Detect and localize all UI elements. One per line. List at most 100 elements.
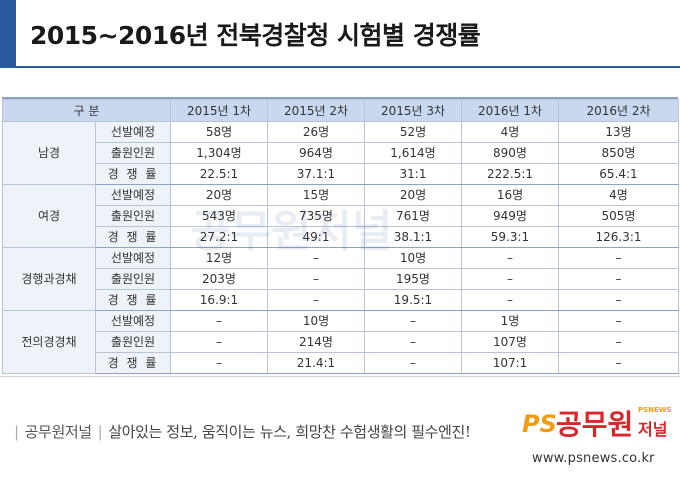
- value-cell: 20명: [170, 184, 268, 206]
- group-label: 남경: [2, 121, 96, 185]
- value-cell: 543명: [170, 205, 268, 227]
- group-label: 여경: [2, 184, 96, 248]
- value-cell: –: [461, 247, 559, 269]
- value-cell: 126.3:1: [558, 226, 679, 248]
- footer-bar-mid: |: [97, 423, 103, 441]
- value-cell: 1,304명: [170, 142, 268, 164]
- value-cell: 49:1: [267, 226, 365, 248]
- value-cell: 59.3:1: [461, 226, 559, 248]
- psnews-logo: PS 공무원 저널 PSNEWS: [522, 406, 672, 441]
- table-row: 남경 선발예정 58명 26명 52명 4명 13명: [2, 121, 679, 185]
- value-cell: 222.5:1: [461, 163, 559, 185]
- metric-label: 경 쟁 률: [95, 163, 171, 185]
- value-cell: 58명: [170, 121, 268, 143]
- value-cell: 195명: [364, 268, 462, 290]
- table-row: 경 쟁 률 16.9:1–19.5:1– –: [3, 289, 679, 311]
- value-cell: 949명: [461, 205, 559, 227]
- value-cell: –: [558, 247, 679, 269]
- value-cell: –: [267, 289, 365, 311]
- table-top-rule: [2, 97, 678, 99]
- metric-label: 출원인원: [95, 142, 171, 164]
- value-cell: 735명: [267, 205, 365, 227]
- site-url: www.psnews.co.kr: [532, 451, 655, 466]
- value-cell: –: [267, 247, 365, 269]
- footer-brand: 공무원저널: [24, 423, 92, 441]
- table-row: 출원인원 1,304명 964명 1,614명 890명 850명: [3, 142, 679, 164]
- value-cell: 964명: [267, 142, 365, 164]
- title-divider: [0, 66, 680, 68]
- value-cell: 22.5:1: [170, 163, 268, 185]
- metric-label: 출원인원: [95, 268, 171, 290]
- logo-name2: 저널: [638, 420, 667, 439]
- value-cell: 12명: [170, 247, 268, 269]
- logo-ps: PS: [522, 410, 557, 438]
- value-cell: 15명: [267, 184, 365, 206]
- metric-label: 선발예정: [95, 247, 171, 269]
- table-row: 출원인원 543명 735명 761명 949명 505명: [3, 205, 679, 227]
- metric-label: 경 쟁 률: [95, 289, 171, 311]
- value-cell: –: [170, 331, 268, 353]
- value-cell: 4명: [558, 184, 679, 206]
- header-category: 구 분: [2, 99, 171, 122]
- value-cell: –: [364, 310, 462, 332]
- table-row: 경 쟁 률 27.2:1 49:1 38.1:1 59.3:1 126.3:1: [3, 226, 679, 248]
- table-row: 출원인원 –214명 –107명 –: [3, 331, 679, 353]
- value-cell: 10명: [267, 310, 365, 332]
- value-cell: 37.1:1: [267, 163, 365, 185]
- value-cell: 20명: [364, 184, 462, 206]
- value-cell: –: [558, 268, 679, 290]
- metric-label: 경 쟁 률: [95, 226, 171, 248]
- value-cell: –: [558, 289, 679, 311]
- header-2016-2: 2016년 2차: [558, 99, 679, 122]
- value-cell: 4명: [461, 121, 559, 143]
- value-cell: 107:1: [461, 352, 559, 374]
- table-row: 전의경경채 선발예정 –10명 –1명 –: [2, 310, 679, 374]
- value-cell: 890명: [461, 142, 559, 164]
- value-cell: 16명: [461, 184, 559, 206]
- table-row: 경 쟁 률 22.5:1 37.1:1 31:1 222.5:1 65.4:1: [3, 163, 679, 185]
- table-row: 출원인원 203명 –195명 – –: [3, 268, 679, 290]
- value-cell: 19.5:1: [364, 289, 462, 311]
- value-cell: 38.1:1: [364, 226, 462, 248]
- table-row: 경 쟁 률 –21.4:1–107:1–: [3, 352, 679, 374]
- value-cell: 107명: [461, 331, 559, 353]
- competition-table-wrapper: 구 분 2015년 1차 2015년 2차 2015년 3차 2016년 1차 …: [2, 97, 679, 374]
- value-cell: 214명: [267, 331, 365, 353]
- value-cell: –: [364, 352, 462, 374]
- footer-divider: [0, 376, 680, 377]
- value-cell: –: [558, 352, 679, 374]
- header-2016-1: 2016년 1차: [461, 99, 559, 122]
- value-cell: –: [461, 289, 559, 311]
- metric-label: 선발예정: [95, 121, 171, 143]
- value-cell: 10명: [364, 247, 462, 269]
- title-accent-bar: [0, 0, 16, 66]
- value-cell: 1,614명: [364, 142, 462, 164]
- value-cell: 21.4:1: [267, 352, 365, 374]
- table-row: 경행과경채 선발예정 12명 –10명 – –: [2, 247, 679, 311]
- metric-label: 출원인원: [95, 331, 171, 353]
- footer-bar-left: |: [14, 423, 19, 441]
- value-cell: 65.4:1: [558, 163, 679, 185]
- table-row: 여경 선발예정 20명 15명 20명 16명 4명: [2, 184, 679, 248]
- value-cell: 27.2:1: [170, 226, 268, 248]
- metric-label: 선발예정: [95, 310, 171, 332]
- group-label: 경행과경채: [2, 247, 96, 311]
- value-cell: 16.9:1: [170, 289, 268, 311]
- value-cell: 26명: [267, 121, 365, 143]
- value-cell: –: [267, 268, 365, 290]
- value-cell: –: [461, 268, 559, 290]
- competition-table: 구 분 2015년 1차 2015년 2차 2015년 3차 2016년 1차 …: [2, 99, 679, 374]
- title-bar: 2015~2016년 전북경찰청 시험별 경쟁률: [0, 0, 680, 66]
- table-body: 남경 선발예정 58명 26명 52명 4명 13명 출원인원 1,304명 964명 1,614명…: [2, 121, 679, 374]
- logo-name: 공무원: [556, 408, 633, 441]
- value-cell: 13명: [558, 121, 679, 143]
- group-label: 전의경경채: [2, 310, 96, 374]
- value-cell: –: [364, 331, 462, 353]
- footer-tagline: 살아있는 정보, 움직이는 뉴스, 희망찬 수험생활의 필수엔진!: [108, 423, 471, 441]
- value-cell: 850명: [558, 142, 679, 164]
- value-cell: –: [170, 352, 268, 374]
- page-title: 2015~2016년 전북경찰청 시험별 경쟁률: [30, 21, 481, 50]
- value-cell: –: [558, 331, 679, 353]
- metric-label: 출원인원: [95, 205, 171, 227]
- footer-tagline-line: | 공무원저널 | 살아있는 정보, 움직이는 뉴스, 희망찬 수험생활의 필수엔진!: [8, 421, 471, 442]
